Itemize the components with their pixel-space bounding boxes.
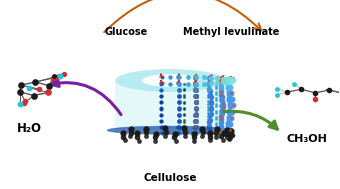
Text: CH₃OH: CH₃OH <box>287 134 327 143</box>
Ellipse shape <box>115 69 225 92</box>
Text: H₂O: H₂O <box>17 122 42 135</box>
Text: Methyl levulinate: Methyl levulinate <box>183 27 279 37</box>
Ellipse shape <box>142 74 198 87</box>
Ellipse shape <box>107 126 233 134</box>
Text: Cellulose: Cellulose <box>143 173 197 183</box>
Text: Glucose: Glucose <box>104 27 148 37</box>
Polygon shape <box>115 81 225 129</box>
